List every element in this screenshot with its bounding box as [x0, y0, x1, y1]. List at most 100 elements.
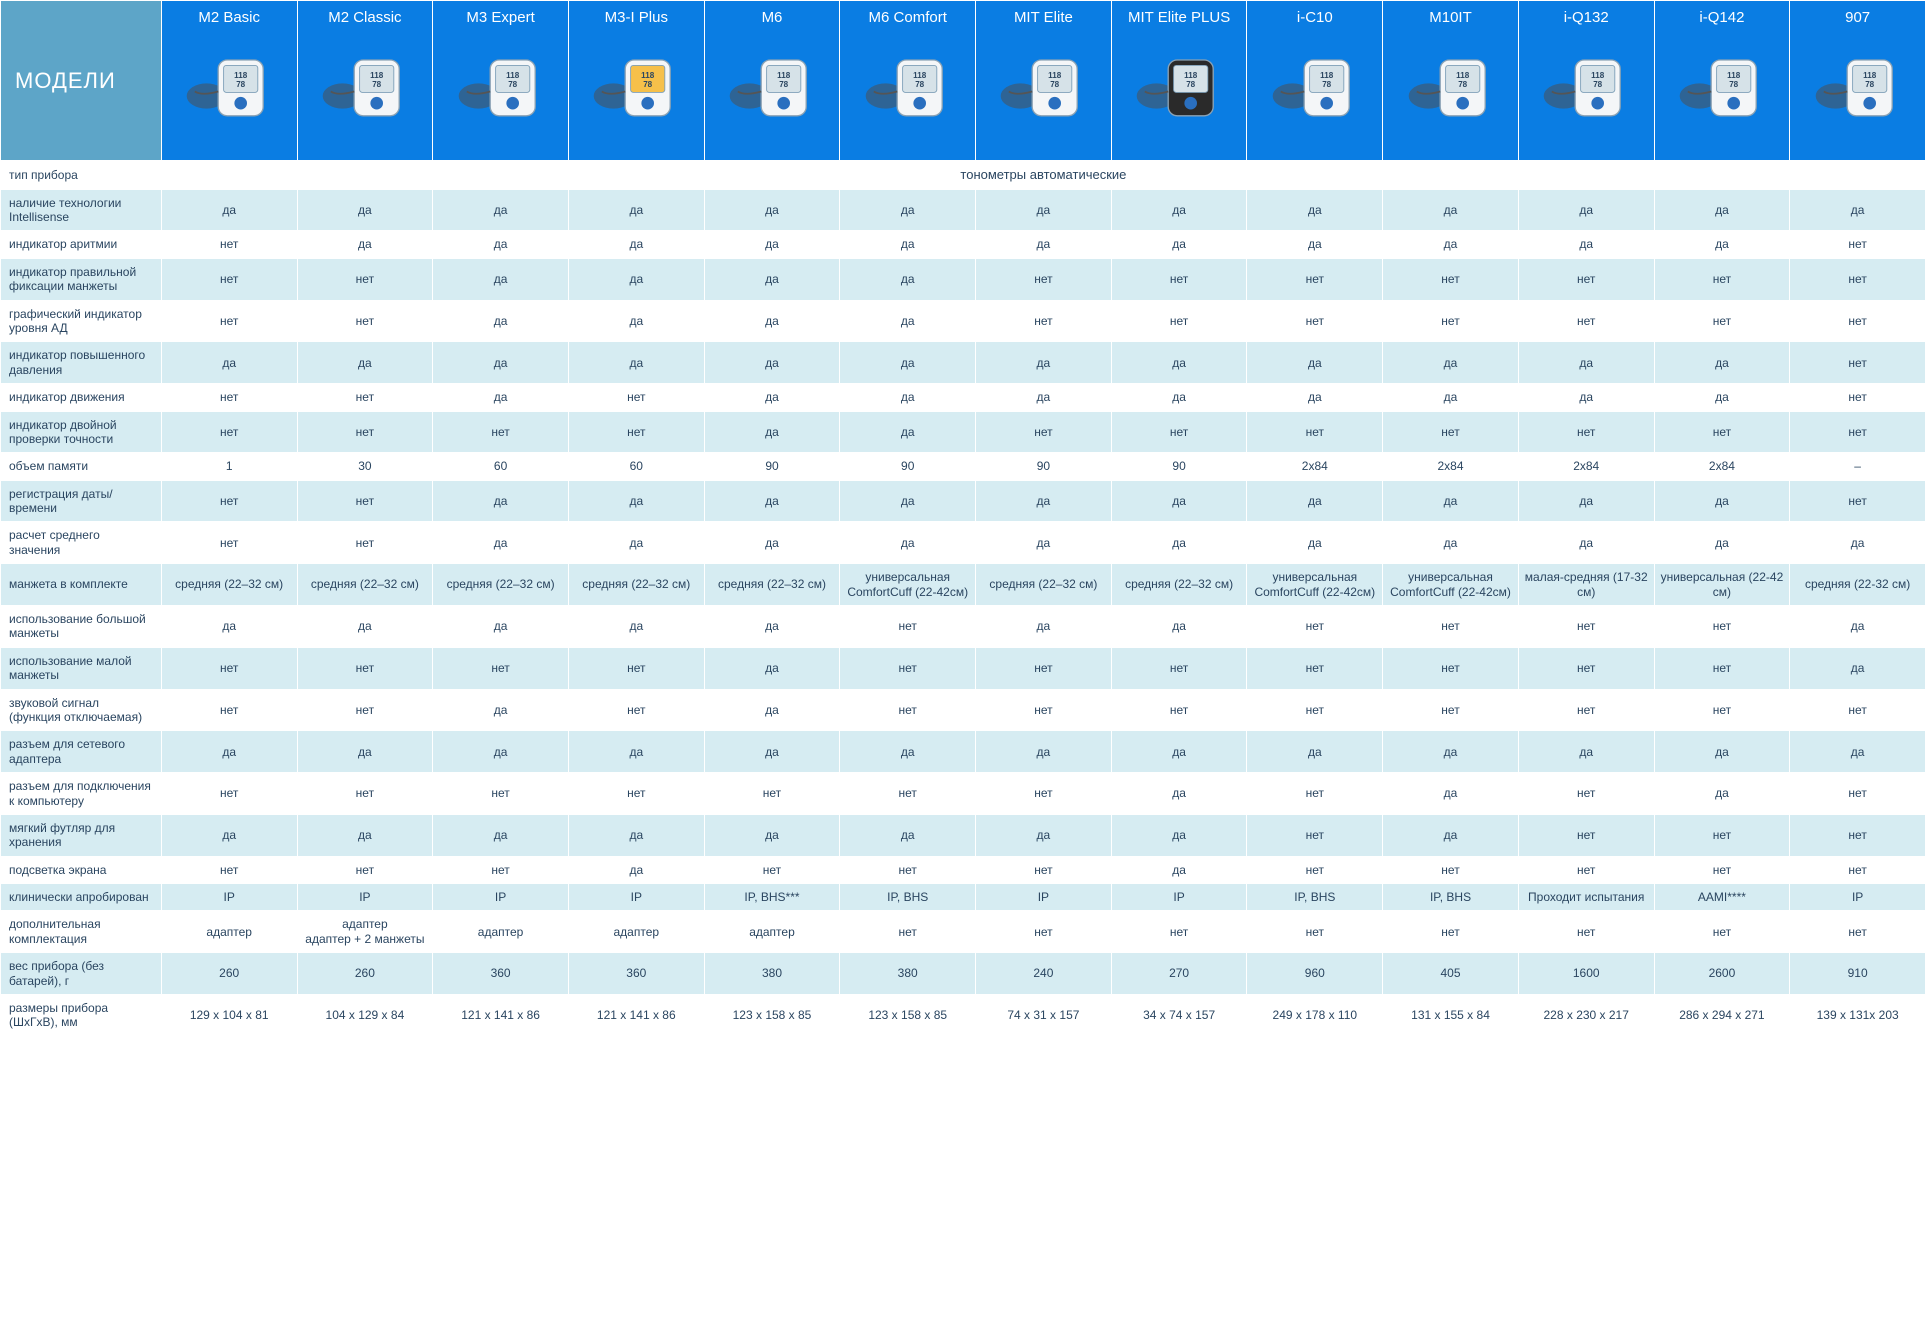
- svg-text:118: 118: [1320, 71, 1334, 80]
- data-cell: да: [568, 189, 704, 231]
- data-cell: нет: [161, 231, 297, 258]
- model-image: 118 78: [1112, 32, 1247, 142]
- data-cell: да: [976, 731, 1112, 773]
- data-cell: нет: [840, 689, 976, 731]
- table-row: тип приборатонометры автоматические: [1, 161, 1926, 190]
- data-cell: нет: [1790, 300, 1926, 342]
- data-cell: да: [976, 814, 1112, 856]
- data-cell: 30: [297, 453, 433, 480]
- data-cell: да: [1654, 384, 1790, 411]
- data-cell: нет: [1790, 342, 1926, 384]
- svg-text:78: 78: [1593, 80, 1602, 89]
- model-header: MIT Elite 118 78: [976, 1, 1112, 161]
- data-cell: нет: [976, 689, 1112, 731]
- data-cell: нет: [1247, 911, 1383, 953]
- data-cell: да: [704, 342, 840, 384]
- table-row: расчет среднего значениянетнетдадададада…: [1, 522, 1926, 564]
- comparison-table: МОДЕЛИ M2 Basic 118 78 M2 Classic 118 78…: [0, 0, 1926, 1037]
- data-cell: нет: [1518, 300, 1654, 342]
- data-cell: да: [1518, 522, 1654, 564]
- model-header: 907 118 78: [1790, 1, 1926, 161]
- svg-text:78: 78: [508, 80, 517, 89]
- data-cell: нет: [1518, 856, 1654, 883]
- data-cell: да: [161, 606, 297, 648]
- data-cell: 240: [976, 953, 1112, 995]
- data-cell: нет: [1518, 773, 1654, 815]
- data-cell: да: [840, 731, 976, 773]
- data-cell: да: [704, 384, 840, 411]
- data-cell: да: [568, 522, 704, 564]
- model-name: i-Q142: [1655, 1, 1790, 32]
- data-cell: нет: [1518, 689, 1654, 731]
- data-cell: нет: [1790, 384, 1926, 411]
- table-row: размеры прибора (ШхГхВ), мм129 x 104 x 8…: [1, 995, 1926, 1037]
- data-cell: 90: [1111, 453, 1247, 480]
- data-cell: да: [1790, 189, 1926, 231]
- data-cell: нет: [1654, 911, 1790, 953]
- data-cell: нет: [1790, 856, 1926, 883]
- data-cell: нет: [568, 689, 704, 731]
- row-label: индикатор аритмии: [1, 231, 162, 258]
- data-cell: 90: [704, 453, 840, 480]
- data-cell: да: [976, 480, 1112, 522]
- data-cell: нет: [1383, 411, 1519, 453]
- corner-cell: МОДЕЛИ: [1, 1, 162, 161]
- table-body: тип приборатонометры автоматическиеналич…: [1, 161, 1926, 1037]
- data-cell: IP: [976, 884, 1112, 911]
- device-icon: 118 78: [1134, 42, 1224, 132]
- data-cell: да: [840, 480, 976, 522]
- data-cell: нет: [1111, 411, 1247, 453]
- data-cell: да: [1247, 231, 1383, 258]
- data-cell: нет: [1518, 258, 1654, 300]
- data-cell: да: [433, 689, 569, 731]
- data-cell: да: [433, 606, 569, 648]
- data-cell: да: [1518, 189, 1654, 231]
- data-cell: средняя (22-32 см): [1790, 564, 1926, 606]
- data-cell: да: [161, 189, 297, 231]
- data-cell: да: [704, 731, 840, 773]
- data-cell: да: [1383, 731, 1519, 773]
- data-cell: нет: [840, 856, 976, 883]
- data-cell: нет: [568, 411, 704, 453]
- data-cell: нет: [1654, 606, 1790, 648]
- svg-text:78: 78: [1865, 80, 1874, 89]
- data-cell: да: [1247, 480, 1383, 522]
- data-cell: 1: [161, 453, 297, 480]
- model-image: 118 78: [1790, 32, 1925, 142]
- data-cell: нет: [976, 258, 1112, 300]
- data-cell: адаптер: [704, 911, 840, 953]
- row-label: мягкий футляр для хранения: [1, 814, 162, 856]
- data-cell: да: [1111, 342, 1247, 384]
- table-row: объем памяти1306060909090902x842x842x842…: [1, 453, 1926, 480]
- data-cell: да: [704, 647, 840, 689]
- data-cell: 249 x 178 x 110: [1247, 995, 1383, 1037]
- model-header: MIT Elite PLUS 118 78: [1111, 1, 1247, 161]
- data-cell: да: [1518, 384, 1654, 411]
- data-cell: да: [1111, 731, 1247, 773]
- data-cell: нет: [1247, 773, 1383, 815]
- data-cell: IP, BHS: [1247, 884, 1383, 911]
- data-cell: нет: [1654, 411, 1790, 453]
- svg-text:118: 118: [1456, 71, 1470, 80]
- data-cell: да: [1383, 342, 1519, 384]
- svg-text:118: 118: [1727, 71, 1741, 80]
- device-icon: 118 78: [1813, 42, 1903, 132]
- data-cell: нет: [1247, 411, 1383, 453]
- data-cell: нет: [433, 773, 569, 815]
- data-cell: нет: [568, 773, 704, 815]
- svg-text:118: 118: [1863, 71, 1877, 80]
- data-cell: нет: [297, 773, 433, 815]
- data-cell: да: [1518, 480, 1654, 522]
- model-image: 118 78: [840, 32, 975, 142]
- data-cell: 74 x 31 x 157: [976, 995, 1112, 1037]
- data-cell: нет: [1247, 258, 1383, 300]
- data-cell: нет: [161, 384, 297, 411]
- device-icon: 118 78: [320, 42, 410, 132]
- table-row: индикатор движениянетнетданетдададададад…: [1, 384, 1926, 411]
- model-name: M3-I Plus: [569, 1, 704, 32]
- data-cell: 380: [704, 953, 840, 995]
- data-cell: адаптерадаптер + 2 манжеты: [297, 911, 433, 953]
- data-cell: нет: [161, 300, 297, 342]
- data-cell: да: [297, 814, 433, 856]
- data-cell: нет: [1790, 258, 1926, 300]
